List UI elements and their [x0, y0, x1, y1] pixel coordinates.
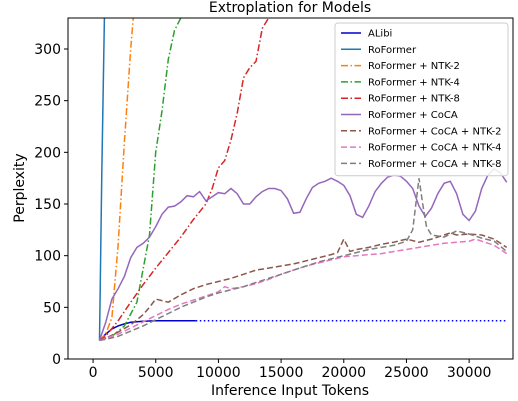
legend-label-roformer-ntk-2: RoFormer + NTK-2	[368, 61, 460, 72]
series-line-roformer-ntk-8	[99, 18, 270, 342]
x-axis-label: Inference Input Tokens	[211, 383, 369, 399]
series-line-roformer-coca-ntk-4	[99, 238, 508, 342]
y-axis-label: Perplexity	[12, 153, 28, 222]
series-line-roformer-ntk-2	[98, 18, 134, 341]
series-line-roformer-coca-ntk-2	[99, 232, 508, 342]
x-tick-label: 20000	[322, 365, 367, 381]
legend-label-roformer-ntk-8: RoFormer + NTK-8	[368, 94, 460, 105]
series-layer	[98, 18, 508, 342]
legend-box	[334, 22, 509, 177]
legend-label-roformer: RoFormer	[368, 45, 417, 56]
y-tick-label: 50	[43, 300, 61, 316]
legend-label-roformer-coca-ntk-8: RoFormer + CoCA + NTK-8	[368, 159, 502, 170]
y-axis: 0 50 100 150 200 250 300	[34, 42, 68, 368]
series-line-roformer-coca-ntk-8	[99, 178, 508, 342]
x-tick-label: 25000	[384, 365, 429, 381]
x-tick-label: 10000	[196, 365, 241, 381]
y-tick-label: 0	[52, 352, 61, 368]
legend-label-roformer-coca-ntk-2: RoFormer + CoCA + NTK-2	[368, 126, 502, 137]
y-tick-label: 100	[34, 249, 61, 265]
legend-label-roformer-coca: RoFormer + CoCA	[368, 110, 458, 121]
legend: ALibi RoFormer RoFormer + NTK-2 RoFormer + …	[334, 22, 509, 177]
x-axis: 0 5000 10000 15000 20000 25000 30000	[89, 359, 492, 381]
y-tick-label: 250	[34, 94, 61, 110]
legend-label-roformer-ntk-4: RoFormer + NTK-4	[368, 77, 460, 88]
x-tick-label: 15000	[259, 365, 304, 381]
chart-title: Extroplation for Models	[209, 0, 371, 16]
y-tick-label: 150	[34, 197, 61, 213]
x-tick-label: 30000	[447, 365, 492, 381]
series-line-roformer-coca	[98, 167, 508, 341]
legend-label-alibi: ALibi	[368, 29, 392, 40]
y-tick-label: 200	[34, 145, 61, 161]
x-tick-label: 5000	[138, 365, 174, 381]
y-tick-label: 300	[34, 42, 61, 58]
series-line-roformer-ntk-4	[99, 18, 182, 342]
x-tick-label: 0	[89, 365, 98, 381]
series-line-roformer	[98, 18, 106, 341]
plot-frame	[67, 17, 514, 360]
legend-label-roformer-coca-ntk-4: RoFormer + CoCA + NTK-4	[368, 143, 502, 154]
